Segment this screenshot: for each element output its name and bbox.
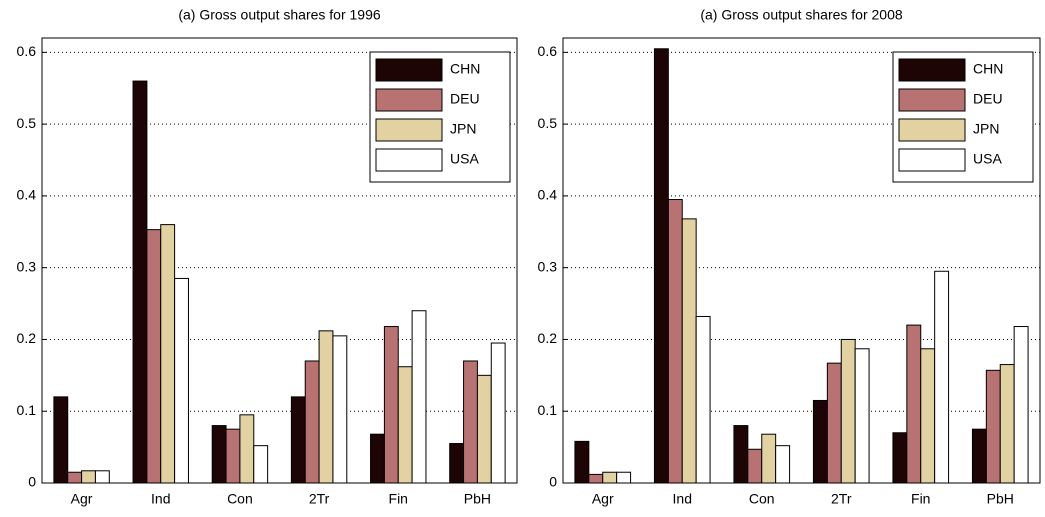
legend-label: JPN <box>450 121 476 137</box>
legend-label: JPN <box>973 121 999 137</box>
y-tick-label: 0.5 <box>17 115 37 131</box>
x-tick-label: Agr <box>592 491 614 507</box>
x-tick-label: Fin <box>911 491 930 507</box>
legend-swatch <box>375 58 443 82</box>
y-tick-label: 0.3 <box>17 258 37 274</box>
bar <box>747 448 763 484</box>
x-tick-label: Ind <box>151 491 170 507</box>
bar <box>971 428 987 484</box>
bar <box>332 335 348 484</box>
y-tick-label: 0.5 <box>538 115 558 131</box>
bar <box>812 399 828 484</box>
legend-label: USA <box>450 151 479 167</box>
bar <box>602 471 618 484</box>
legend-label: DEU <box>973 91 1003 107</box>
y-tick-label: 0.2 <box>17 330 37 346</box>
chart-title: (a) Gross output shares for 1996 <box>178 7 381 23</box>
legend-label: DEU <box>450 91 480 107</box>
y-tick-label: 0.2 <box>538 330 558 346</box>
x-tick-label: PbH <box>464 491 491 507</box>
bar <box>906 324 922 484</box>
bar <box>411 310 427 484</box>
legend-swatch <box>898 118 966 142</box>
bar <box>476 374 492 484</box>
legend-label: CHN <box>450 61 480 77</box>
bar <box>574 440 590 484</box>
bar <box>304 360 320 484</box>
bar <box>67 471 83 484</box>
legend-label: USA <box>973 151 1002 167</box>
y-tick-label: 0 <box>28 474 36 490</box>
x-tick-label: PbH <box>987 491 1014 507</box>
bar <box>211 425 227 484</box>
bar <box>397 366 413 484</box>
bar <box>920 348 936 484</box>
y-tick-label: 0.1 <box>538 402 558 418</box>
legend-swatch <box>375 118 443 142</box>
bar <box>463 360 478 484</box>
bar <box>653 48 669 484</box>
bar <box>854 348 870 484</box>
bar <box>53 396 69 484</box>
bar <box>370 433 385 484</box>
legend-swatch <box>898 148 966 172</box>
bar <box>225 428 241 484</box>
y-tick-label: 0.4 <box>538 187 558 203</box>
bar <box>616 471 632 484</box>
x-tick-label: Con <box>227 491 253 507</box>
y-tick-label: 0.1 <box>17 402 37 418</box>
bar <box>490 342 506 484</box>
bar <box>1013 326 1029 484</box>
x-tick-label: Con <box>749 491 775 507</box>
axes-box <box>562 37 1041 484</box>
bar <box>999 364 1015 484</box>
legend-swatch <box>898 58 966 82</box>
bar <box>94 470 110 484</box>
chart-title: (a) Gross output shares for 2008 <box>700 7 903 23</box>
y-tick-label: 0 <box>549 474 557 490</box>
bar <box>681 218 697 484</box>
bar <box>695 315 711 484</box>
x-tick-label: 2Tr <box>309 491 330 507</box>
y-tick-label: 0.3 <box>538 258 558 274</box>
legend-label: CHN <box>973 61 1003 77</box>
y-tick-label: 0.6 <box>17 43 37 59</box>
bar <box>318 330 334 484</box>
bar <box>892 432 908 484</box>
legend-swatch <box>898 88 966 112</box>
bar <box>761 433 777 484</box>
x-tick-label: Ind <box>673 491 692 507</box>
legend-swatch <box>375 148 443 172</box>
bar <box>290 396 306 484</box>
x-tick-label: Fin <box>389 491 408 507</box>
bar <box>383 326 399 484</box>
x-tick-label: 2Tr <box>831 491 852 507</box>
y-tick-label: 0.4 <box>17 187 37 203</box>
bar <box>132 80 148 484</box>
bar <box>81 470 96 484</box>
x-tick-label: Agr <box>71 491 93 507</box>
bar <box>733 425 749 484</box>
bar <box>775 445 791 484</box>
bar <box>449 443 465 484</box>
bar <box>146 229 162 484</box>
bar <box>934 270 950 484</box>
legend-swatch <box>375 88 443 112</box>
bar <box>985 369 1001 484</box>
axes-box <box>41 37 518 484</box>
y-tick-label: 0.6 <box>538 43 558 59</box>
bar <box>239 414 255 484</box>
bar <box>826 362 842 484</box>
bar <box>174 277 189 484</box>
bar <box>253 445 269 484</box>
bar <box>840 338 856 484</box>
bar <box>588 473 604 484</box>
bar <box>160 224 176 484</box>
bar <box>667 198 683 484</box>
